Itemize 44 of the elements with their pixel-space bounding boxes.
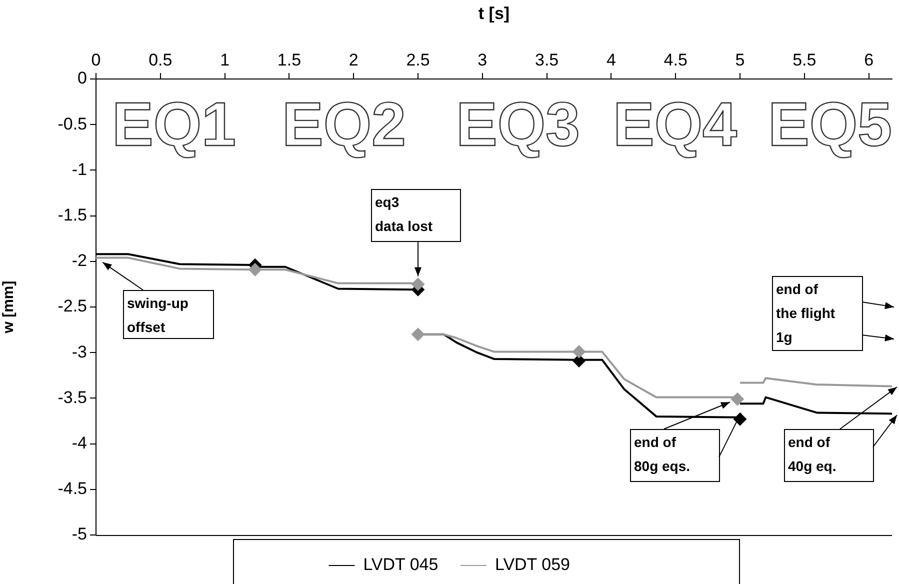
legend-label: LVDT 059 bbox=[495, 555, 570, 574]
annotation: end of 40g eq. bbox=[788, 434, 836, 474]
point bbox=[572, 354, 586, 368]
x-tick-label: 4.5 bbox=[664, 50, 688, 70]
x-tick-label: 2 bbox=[348, 50, 358, 70]
point bbox=[248, 263, 262, 276]
y-tick-label: 0 bbox=[78, 68, 87, 88]
x-tick-label: 3 bbox=[478, 50, 488, 70]
y-tick-label: -2 bbox=[72, 251, 87, 270]
y-tick-label: -1 bbox=[72, 160, 87, 179]
x-tick-label: 0 bbox=[91, 50, 101, 70]
annotation: end of the flight 1g bbox=[776, 281, 836, 345]
y-tick-label: -0.5 bbox=[58, 114, 87, 134]
point bbox=[412, 328, 425, 341]
y-tick-label: -4 bbox=[72, 433, 87, 452]
x-tick-label: 3.5 bbox=[534, 50, 559, 70]
annotation: swing-up offset bbox=[127, 295, 188, 335]
point bbox=[730, 392, 744, 406]
y-tick-label: -3.5 bbox=[58, 388, 87, 407]
annotation: EQ2 bbox=[282, 90, 406, 160]
point bbox=[572, 345, 586, 358]
point bbox=[412, 278, 425, 291]
annotation: eq3 data lost bbox=[375, 194, 433, 234]
x-tick-label: 2.5 bbox=[406, 50, 430, 70]
y-tick-label: -1.5 bbox=[58, 205, 87, 224]
y-axis-title: w [mm] bbox=[0, 280, 18, 334]
x-tick-label: 5 bbox=[735, 50, 745, 70]
x-tick-label: 6 bbox=[864, 50, 874, 70]
x-tick-label: 4 bbox=[606, 50, 616, 70]
x-tick-label: 5.5 bbox=[792, 50, 816, 70]
annotation: EQ4 bbox=[612, 90, 738, 160]
x-tick-label: 1 bbox=[220, 50, 230, 70]
y-tick-label: -3 bbox=[72, 342, 87, 362]
annotation: end of 80g eqs. bbox=[634, 434, 690, 474]
legend-label: LVDT 045 bbox=[363, 555, 438, 574]
x-tick-label: 1.5 bbox=[277, 50, 302, 70]
annotation: EQ3 bbox=[456, 90, 580, 160]
annotation: EQ5 bbox=[768, 90, 892, 160]
x-axis-title: t [s] bbox=[478, 4, 510, 23]
y-tick-label: -2.5 bbox=[58, 296, 87, 316]
y-tick-label: -5 bbox=[72, 524, 87, 544]
x-tick-label: 0.5 bbox=[148, 50, 172, 70]
y-tick-label: -4.5 bbox=[58, 479, 87, 498]
annotation: EQ1 bbox=[112, 90, 236, 160]
